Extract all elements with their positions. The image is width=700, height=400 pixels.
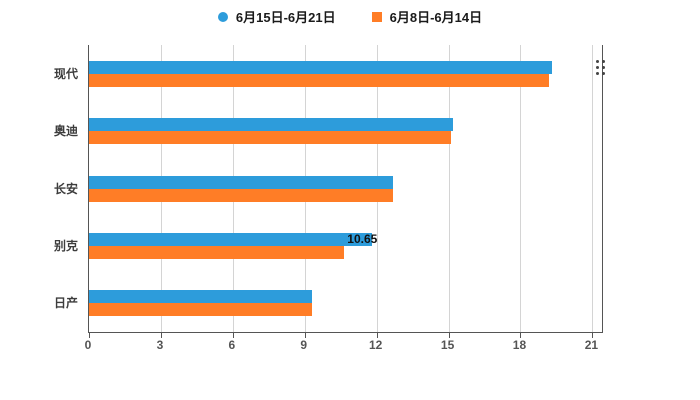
y-axis-label: 现代 [53,66,78,81]
plot-area: 10.65 [88,45,603,338]
bar-6月8日-6月14日-长安[interactable] [89,188,394,202]
x-tick-label: 12 [368,338,383,352]
legend-label: 6月8日-6月14日 [389,10,483,25]
y-axis-label: 奥迪 [53,124,78,139]
y-axis-label: 日产 [53,296,78,311]
bar-6月8日-6月14日-现代[interactable] [89,73,550,87]
tick-mark [592,333,594,338]
tick-mark [304,333,306,338]
dotted-edge-marker-icon [596,60,599,63]
x-tick-label: 15 [440,338,455,352]
gridline [448,45,450,332]
data-label-annotation: 10.65 [347,231,378,246]
bar-6月8日-6月14日-奥迪[interactable] [89,131,451,145]
tick-mark [232,333,234,338]
y-axis-label: 长安 [53,181,78,196]
tick-mark [376,333,378,338]
legend-square-marker-icon [371,11,382,22]
x-tick-label: 0 [84,338,92,352]
gridline [592,45,594,332]
bar-6月15日-6月21日-奥迪[interactable] [89,118,454,132]
bar-6月15日-6月21日-长安[interactable] [89,175,394,189]
gridline [520,45,522,332]
x-tick-label: 6 [228,338,236,352]
tick-mark [448,333,450,338]
tick-mark [520,333,522,338]
tick-mark [160,333,162,338]
bar-6月15日-6月21日-日产[interactable] [89,290,312,304]
x-tick-label: 3 [156,338,164,352]
bar-6月15日-6月21日-别克[interactable] [89,232,372,246]
y-axis-label: 别克 [53,238,78,253]
legend-label: 6月15日-6月21日 [235,10,336,25]
legend-circle-marker-icon [217,11,228,22]
x-tick-label: 21 [584,338,599,352]
legend: 6月15日-6月21日 6月8日-6月14日 [0,7,700,26]
legend-item-week2[interactable]: 6月15日-6月21日 [217,7,336,26]
bar-6月8日-6月14日-日产[interactable] [89,303,312,317]
x-tick-label: 18 [512,338,527,352]
tick-mark [89,333,90,338]
bar-6月8日-6月14日-别克[interactable] [89,245,345,259]
bar-6月15日-6月21日-现代[interactable] [89,60,552,74]
legend-item-week1[interactable]: 6月8日-6月14日 [371,7,483,26]
x-tick-label: 9 [300,338,308,352]
